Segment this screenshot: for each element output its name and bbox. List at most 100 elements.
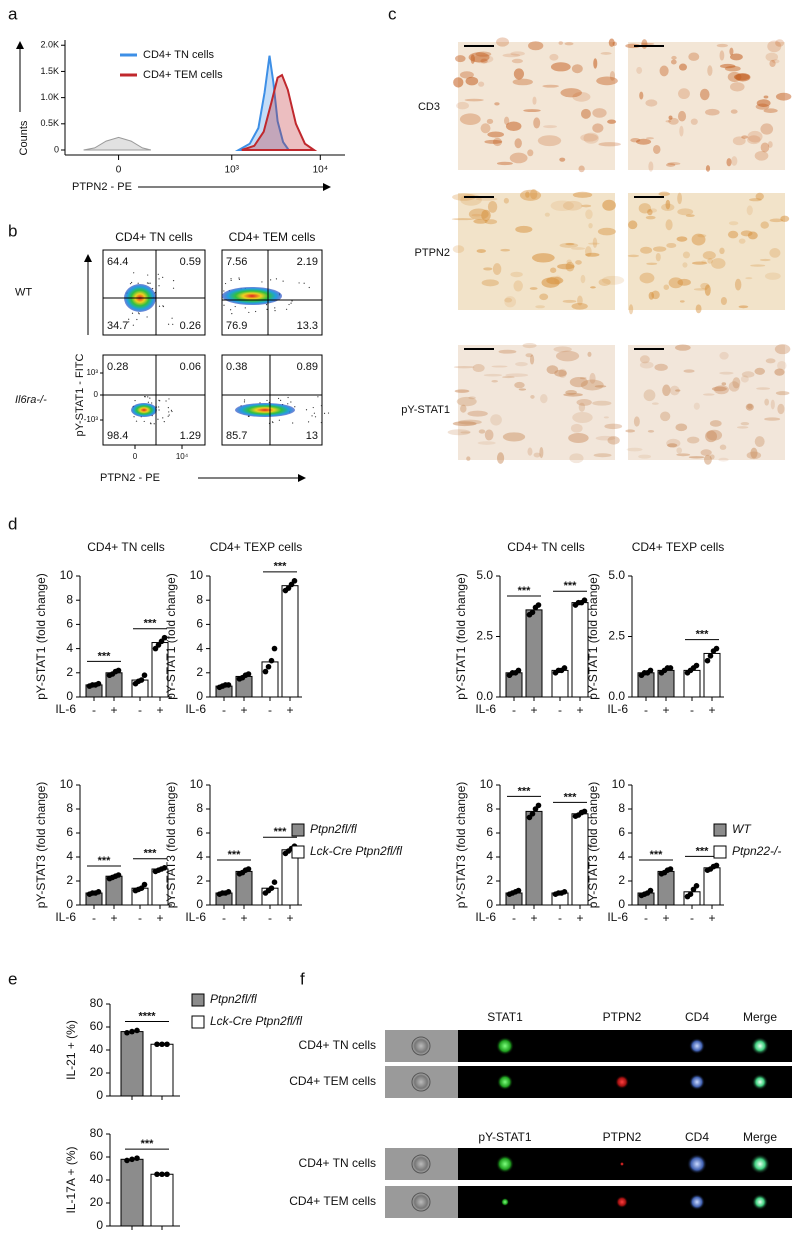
bar [150, 1173, 174, 1227]
stain-speck [471, 213, 482, 217]
x-tick-label: - [690, 911, 694, 925]
stain-speck [734, 278, 742, 291]
stain-speck [494, 102, 500, 106]
stain-speck [718, 457, 729, 462]
y-tick-label: 80 [90, 1126, 104, 1140]
data-point [154, 1041, 160, 1048]
stain-speck [467, 410, 488, 417]
stain-speck [585, 209, 593, 220]
stain-speck [468, 52, 490, 63]
stain-speck [740, 375, 749, 383]
event-dot [153, 423, 155, 425]
stain-speck [771, 59, 780, 64]
event-dot [266, 399, 268, 402]
stain-speck [593, 58, 598, 69]
bar [703, 867, 721, 906]
event-dot [170, 409, 173, 412]
stain-speck [566, 259, 572, 265]
stain-speck [719, 50, 725, 61]
stain-speck [655, 252, 661, 262]
stain-speck [667, 443, 678, 448]
y-tick-label: 0 [618, 897, 625, 911]
stain-speck [769, 218, 784, 223]
chart-title: CD4+ TEXP cells [632, 540, 725, 554]
y-tick-label: 0 [66, 897, 73, 911]
panel-letter: f [300, 969, 305, 988]
data-point [667, 665, 674, 671]
stain-speck [666, 438, 681, 448]
stain-speck [709, 420, 722, 427]
stain-speck [492, 137, 503, 147]
event-dot [132, 324, 134, 326]
stain-speck [475, 51, 492, 57]
data-point [515, 887, 522, 894]
event-dot [172, 279, 175, 282]
x-tick-label: - [690, 703, 694, 717]
stain-speck [585, 252, 600, 257]
data-point [704, 657, 711, 664]
event-dot [129, 283, 132, 285]
stain-speck [662, 384, 671, 397]
stain-speck [740, 230, 753, 237]
data-point [95, 680, 102, 687]
event-dot [158, 285, 160, 287]
stain-speck [705, 430, 718, 443]
quadrant-percent: 0.06 [180, 361, 201, 373]
stain-speck [459, 113, 481, 125]
data-point [291, 578, 298, 584]
data-point [713, 645, 720, 652]
y-tick-label: 8 [196, 801, 203, 815]
stain-speck [522, 343, 537, 349]
stain-speck [645, 99, 658, 107]
stain-speck [720, 296, 727, 306]
event-dot [144, 396, 146, 398]
stain-speck [550, 200, 574, 211]
event-dot [131, 312, 134, 314]
stain-speck [542, 84, 559, 88]
data-point [667, 866, 674, 872]
row-label: CD3 [418, 101, 440, 113]
stain-speck [607, 436, 620, 445]
stain-speck [477, 441, 496, 445]
stain-speck [677, 278, 691, 286]
significance-label: *** [98, 650, 112, 662]
stain-speck [546, 365, 559, 374]
stain-speck [730, 82, 745, 92]
event-dot [168, 398, 170, 400]
stain-speck [666, 163, 676, 167]
y-axis-label: IL-17A + (%) [64, 1146, 78, 1213]
stain-speck [764, 417, 781, 421]
stain-speck [636, 66, 643, 74]
data-point [647, 887, 654, 894]
channel-header: CD4 [685, 1010, 709, 1024]
event-dot [277, 397, 280, 400]
stain-speck [504, 296, 517, 308]
y-tick-label: 0 [486, 897, 493, 911]
x-tick-label: + [286, 703, 293, 717]
y-tick-label: -10³ [84, 415, 99, 424]
stain-speck [525, 191, 530, 198]
stain-speck [490, 414, 502, 426]
stain-speck [492, 263, 502, 275]
stain-speck [452, 421, 477, 427]
x-tick-label: + [110, 911, 117, 925]
stain-speck [466, 456, 471, 461]
stain-speck [498, 349, 517, 354]
chart-title: CD4+ TEXP cells [210, 540, 303, 554]
x-tick-label: + [240, 703, 247, 717]
y-tick-label: 2 [196, 873, 203, 887]
x-tick-label: - [138, 911, 142, 925]
y-tick-label: 6 [66, 825, 73, 839]
event-dot [238, 277, 240, 279]
event-dot [152, 287, 154, 290]
y-tick-label: 4 [486, 849, 493, 863]
x-tick-label: + [530, 911, 537, 925]
stain-speck [660, 411, 671, 422]
y-tick-label: 20 [90, 1065, 104, 1079]
stain-speck [529, 354, 535, 365]
stain-speck [604, 423, 623, 430]
stain-speck [543, 125, 557, 129]
stain-speck [465, 76, 479, 86]
stain-speck [647, 209, 653, 216]
stain-speck [763, 95, 769, 99]
